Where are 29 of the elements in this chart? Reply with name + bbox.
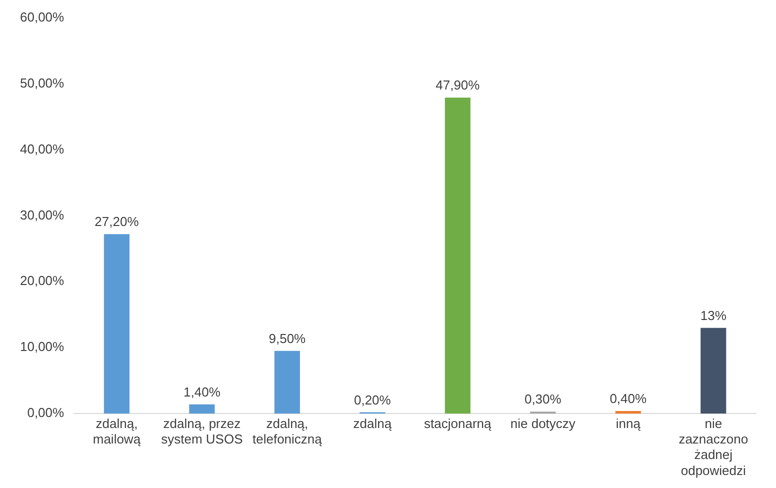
y-tick-label: 30,00%	[20, 207, 65, 222]
data-label: 0,30%	[524, 392, 562, 407]
x-tick-label: zdalną, telefoniczną	[252, 416, 323, 447]
x-tick-label: zdalną, przez system USOS	[161, 416, 244, 447]
y-tick-label: 0,00%	[27, 405, 65, 420]
y-tick-label: 60,00%	[20, 9, 65, 24]
bar	[615, 410, 641, 414]
x-tick-label: inną	[616, 416, 642, 431]
y-tick-label: 10,00%	[20, 339, 65, 354]
data-label: 47,90%	[436, 78, 480, 93]
bar	[274, 350, 300, 414]
y-tick-label: 50,00%	[20, 75, 65, 90]
data-label: 27,20%	[94, 214, 140, 230]
x-tick-label: zdalną	[353, 416, 392, 431]
x-tick-label: stacjonarną	[424, 416, 492, 431]
x-tick-label: nie dotyczy	[510, 416, 576, 431]
data-label: 9,50%	[268, 331, 306, 346]
data-label: 13%	[700, 308, 727, 323]
bar	[700, 328, 726, 414]
y-tick-label: 40,00%	[20, 141, 65, 156]
bar	[189, 404, 215, 414]
bar	[444, 98, 470, 414]
bar	[104, 234, 130, 414]
data-label: 1,40%	[184, 384, 221, 400]
y-tick-label: 20,00%	[20, 273, 65, 288]
x-tick-label: nie zaznaczono żadnej odpowiedzi	[678, 416, 748, 478]
data-label: 0,20%	[354, 392, 392, 408]
data-label: 0,40%	[610, 391, 648, 406]
x-tick-label: zdalną, mailową	[92, 416, 142, 447]
